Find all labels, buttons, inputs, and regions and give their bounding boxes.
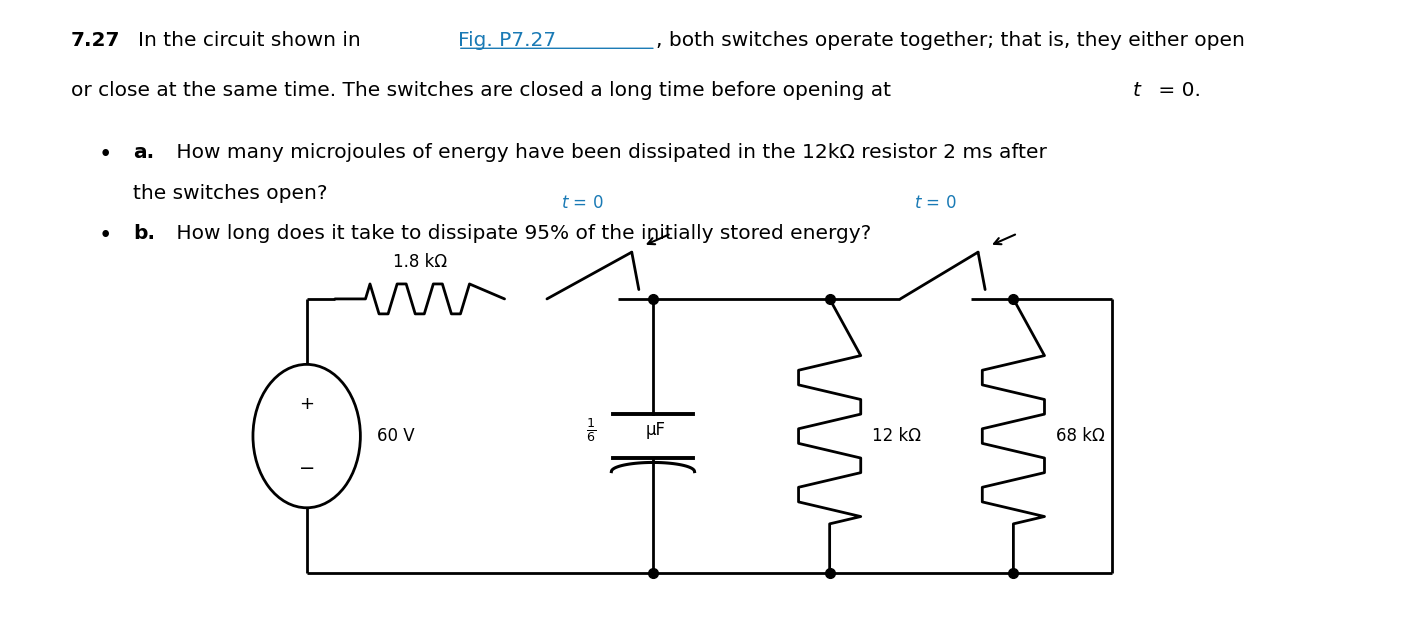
Text: b.: b.	[133, 224, 155, 243]
Text: 60 V: 60 V	[377, 427, 414, 445]
Text: , both switches operate together; that is, they either open: , both switches operate together; that i…	[656, 31, 1244, 50]
Text: $\frac{1}{6}$: $\frac{1}{6}$	[586, 416, 596, 443]
Text: −: −	[298, 459, 315, 478]
Text: $t$: $t$	[1132, 81, 1142, 100]
Text: +: +	[299, 395, 314, 413]
Text: How long does it take to dissipate 95% of the initially stored energy?: How long does it take to dissipate 95% o…	[169, 224, 871, 243]
Text: 12 kΩ: 12 kΩ	[873, 427, 921, 445]
Text: In the circuit shown in: In the circuit shown in	[139, 31, 368, 50]
Text: $t$ = 0: $t$ = 0	[561, 194, 603, 211]
Text: a.: a.	[133, 143, 153, 162]
Text: μF: μF	[646, 421, 666, 439]
Text: 68 kΩ: 68 kΩ	[1056, 427, 1104, 445]
Text: or close at the same time. The switches are closed a long time before opening at: or close at the same time. The switches …	[71, 81, 897, 100]
Text: = 0.: = 0.	[1152, 81, 1200, 100]
Text: 7.27: 7.27	[71, 31, 121, 50]
Text: How many microjoules of energy have been dissipated in the 12kΩ resistor 2 ms af: How many microjoules of energy have been…	[169, 143, 1046, 162]
Text: $t$ = 0: $t$ = 0	[914, 194, 956, 211]
Text: 1.8 kΩ: 1.8 kΩ	[393, 253, 447, 271]
Text: •: •	[99, 143, 112, 166]
Text: Fig. P7.27: Fig. P7.27	[458, 31, 556, 50]
Text: •: •	[99, 224, 112, 247]
Text: the switches open?: the switches open?	[133, 184, 328, 203]
